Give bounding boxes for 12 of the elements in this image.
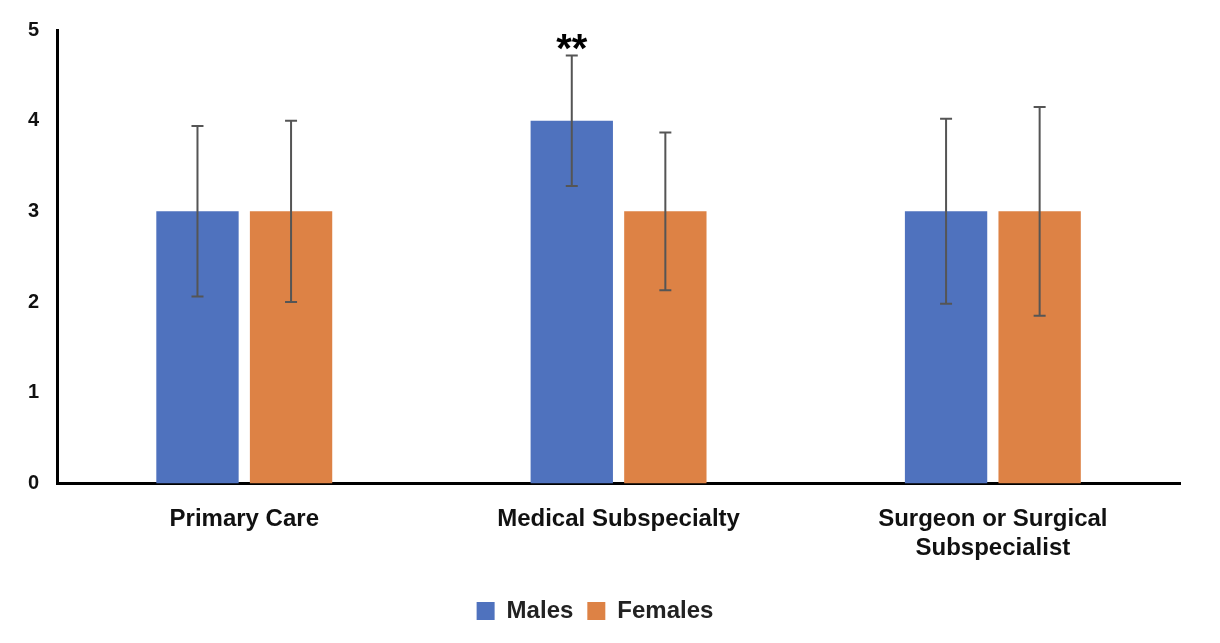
y-tick-label: 4	[28, 108, 40, 131]
y-tick-label: 3	[28, 198, 40, 221]
y-tick-label: 5	[28, 17, 40, 40]
y-tick-label: 1	[28, 380, 40, 403]
legend-label: Males	[506, 595, 574, 623]
legend-label: Females	[617, 595, 714, 623]
x-tick-label: Primary Care	[169, 504, 319, 532]
y-tick-label: 0	[28, 470, 40, 493]
x-tick-label: Surgeon or Surgical Subspecialist	[878, 504, 1108, 561]
y-tick-label: 2	[28, 289, 40, 312]
annotation: **	[556, 26, 588, 71]
x-tick-label: Medical Subspecialty	[497, 504, 741, 532]
